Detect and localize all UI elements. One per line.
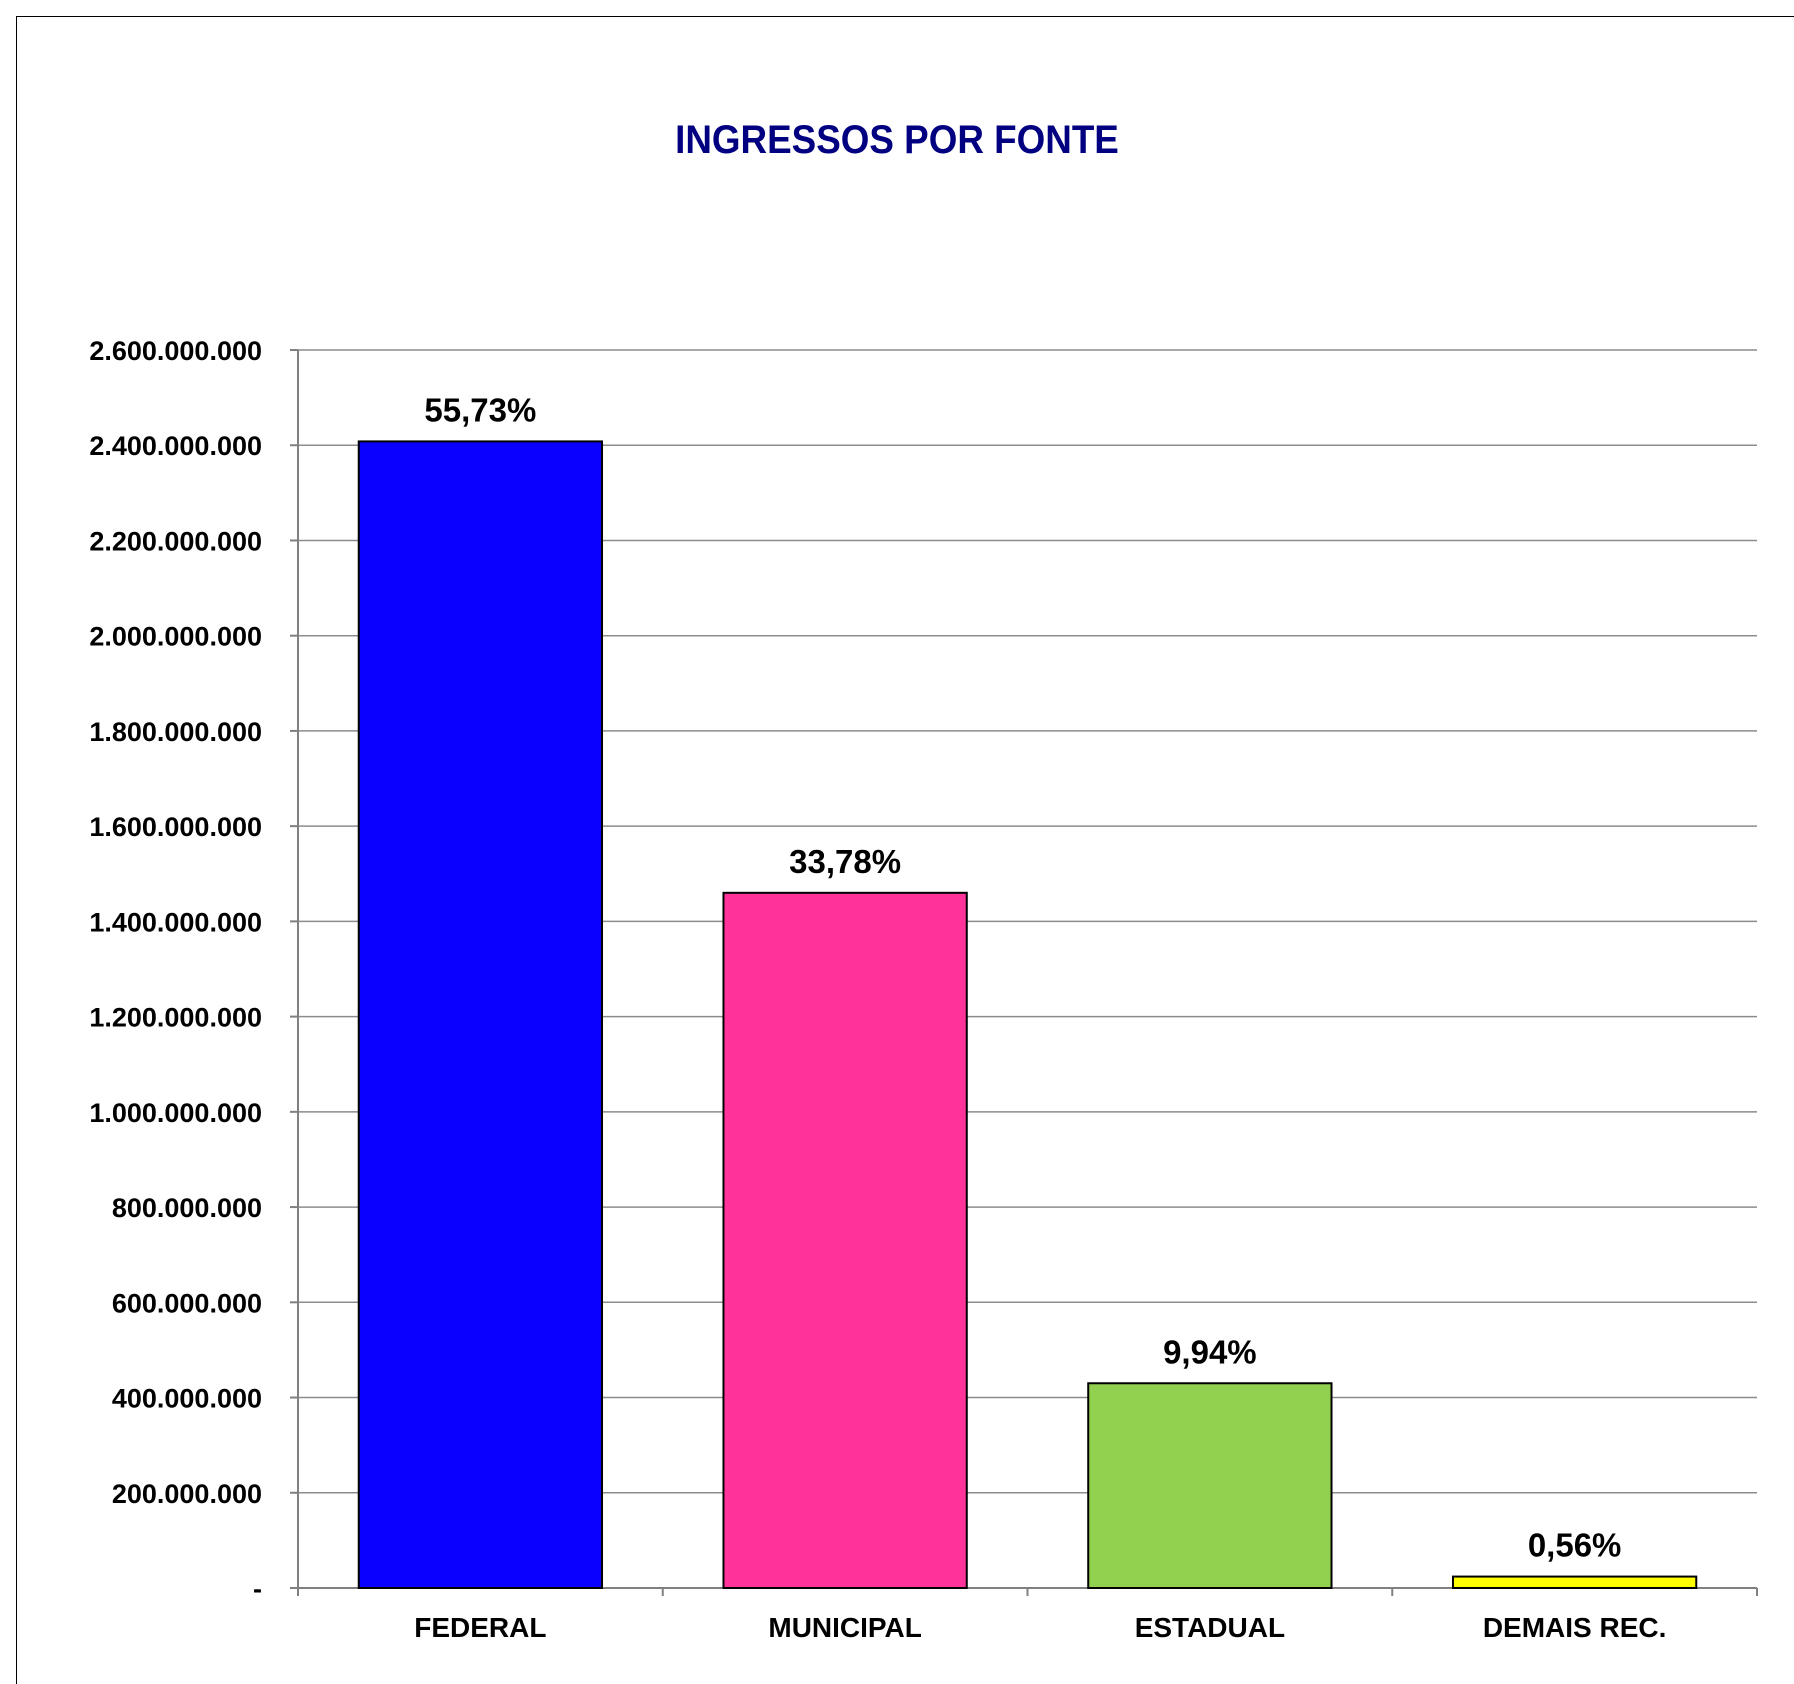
bar-municipal xyxy=(722,891,968,1589)
x-category-label: ESTADUAL xyxy=(1135,1612,1285,1643)
y-tick-label: 600.000.000 xyxy=(112,1288,262,1318)
y-tick-label: 1.000.000.000 xyxy=(89,1098,262,1128)
data-label: 9,94% xyxy=(1163,1333,1257,1370)
data-label: 55,73% xyxy=(424,391,536,428)
x-category-label: DEMAIS REC. xyxy=(1483,1612,1667,1643)
x-category-label: FEDERAL xyxy=(414,1612,546,1643)
chart-frame xyxy=(16,16,1794,1684)
y-tick-label: 2.200.000.000 xyxy=(89,526,262,556)
y-tick-label: 2.000.000.000 xyxy=(89,622,262,652)
data-label: 0,56% xyxy=(1528,1527,1622,1564)
x-category-label: MUNICIPAL xyxy=(768,1612,921,1643)
y-tick-label: 800.000.000 xyxy=(112,1193,262,1223)
chart-title: INGRESSOS POR FONTE xyxy=(675,118,1119,162)
y-tick-label: 1.200.000.000 xyxy=(89,1003,262,1033)
data-label: 33,78% xyxy=(789,843,901,880)
y-tick-label: - xyxy=(253,1574,262,1604)
y-tick-label: 200.000.000 xyxy=(112,1479,262,1509)
y-tick-label: 400.000.000 xyxy=(112,1384,262,1414)
y-tick-label: 2.600.000.000 xyxy=(89,336,262,366)
bar-federal xyxy=(357,440,604,1590)
y-tick-label: 1.600.000.000 xyxy=(89,812,262,842)
y-tick-label: 1.400.000.000 xyxy=(89,907,262,937)
bar-demais-rec xyxy=(1451,1575,1698,1589)
y-tick-label: 1.800.000.000 xyxy=(89,717,262,747)
bar-estadual xyxy=(1087,1382,1333,1590)
y-tick-label: 2.400.000.000 xyxy=(89,431,262,461)
